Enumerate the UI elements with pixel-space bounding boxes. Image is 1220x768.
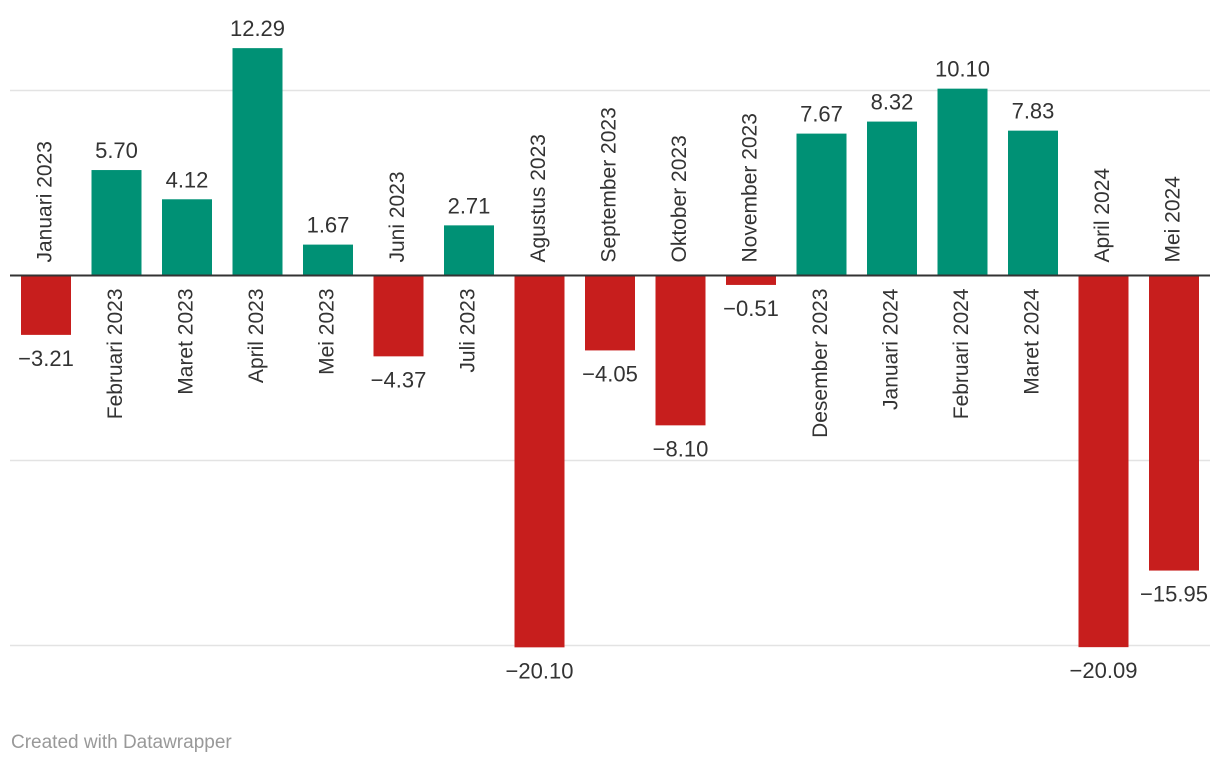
category-label-17: Mei 2024 <box>1162 176 1185 263</box>
bar-5 <box>303 244 353 276</box>
bar-2 <box>91 170 142 276</box>
bar-16 <box>1078 275 1129 648</box>
bar-3 <box>162 199 212 276</box>
category-label-9: September 2023 <box>598 107 621 262</box>
category-label-1: Januari 2023 <box>34 141 57 262</box>
value-label-9: −4.05 <box>582 361 638 386</box>
bar-12 <box>796 133 847 276</box>
category-label-8: Agustus 2023 <box>527 134 550 262</box>
category-label-5: Mei 2023 <box>316 289 339 375</box>
bar-15 <box>1008 130 1058 276</box>
category-label-3: Maret 2023 <box>175 289 198 395</box>
category-label-4: April 2023 <box>245 289 268 384</box>
category-label-13: Januari 2024 <box>880 288 903 410</box>
gridlines <box>10 89 1210 647</box>
bar-14 <box>937 88 988 276</box>
value-label-12: 7.67 <box>800 102 843 127</box>
value-label-13: 8.32 <box>871 90 914 115</box>
category-label-16: April 2024 <box>1091 168 1114 263</box>
value-label-3: 4.12 <box>166 167 209 192</box>
value-label-15: 7.83 <box>1012 99 1055 124</box>
value-label-5: 1.67 <box>307 213 350 238</box>
value-label-8: −20.10 <box>506 658 574 683</box>
bar-9 <box>585 275 635 351</box>
category-label-15: Maret 2024 <box>1021 288 1044 395</box>
bar-13 <box>867 121 917 276</box>
bars <box>21 48 1199 648</box>
category-label-6: Juni 2023 <box>386 171 409 262</box>
value-label-1: −3.21 <box>18 346 74 371</box>
value-label-16: −20.09 <box>1070 658 1138 683</box>
labels: −3.21 Januari 2023 5.70 Februari 2023 4.12 Ma… <box>18 16 1208 683</box>
value-label-17: −15.95 <box>1140 582 1208 607</box>
category-label-10: Oktober 2023 <box>668 135 691 262</box>
value-label-7: 2.71 <box>448 193 491 218</box>
bar-6 <box>373 275 424 357</box>
category-label-2: Februari 2023 <box>104 289 127 420</box>
value-label-10: −8.10 <box>653 436 709 461</box>
value-label-6: −4.37 <box>371 367 427 392</box>
category-label-12: Desember 2023 <box>809 289 832 438</box>
category-label-7: Juli 2023 <box>457 289 480 373</box>
bar-4 <box>232 48 283 276</box>
datawrapper-credit: Created with Datawrapper <box>11 732 232 753</box>
value-label-2: 5.70 <box>95 138 138 163</box>
bar-8 <box>514 275 565 648</box>
bar-7 <box>444 225 494 276</box>
bar-17 <box>1149 275 1199 571</box>
bar-11 <box>726 275 776 285</box>
value-label-11: −0.51 <box>723 296 779 321</box>
bar-10 <box>655 275 706 426</box>
bar-chart: −3.21 Januari 2023 5.70 Februari 2023 4.12 Ma… <box>10 16 1210 683</box>
value-label-14: 10.10 <box>935 57 990 82</box>
bar-1 <box>21 275 71 335</box>
value-label-4: 12.29 <box>230 16 285 41</box>
category-label-14: Februari 2024 <box>950 288 973 419</box>
category-label-11: November 2023 <box>739 113 762 262</box>
